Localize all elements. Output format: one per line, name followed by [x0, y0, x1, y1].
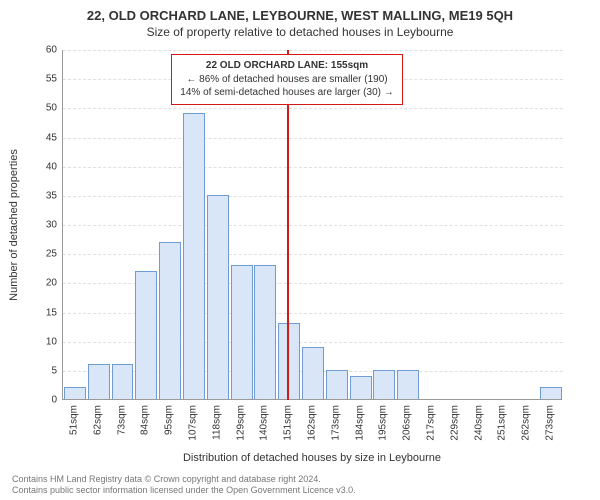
- histogram-bar: [254, 265, 276, 399]
- figure-container: 22, OLD ORCHARD LANE, LEYBOURNE, WEST MA…: [0, 0, 600, 500]
- x-tick-label: 84sqm: [140, 405, 151, 435]
- x-tick-label: 151sqm: [283, 405, 294, 441]
- histogram-bar: [350, 376, 372, 399]
- x-tick-label: 273sqm: [545, 405, 556, 441]
- annotation-line: ← 86% of detached houses are smaller (19…: [180, 73, 393, 87]
- histogram-bar: [64, 387, 86, 399]
- x-tick-label: 73sqm: [116, 405, 127, 435]
- histogram-bar: [183, 113, 205, 399]
- gridline: [63, 50, 563, 51]
- plot-region: 22 OLD ORCHARD LANE: 155sqm ← 86% of deta…: [62, 50, 562, 400]
- x-tick-label: 129sqm: [235, 405, 246, 441]
- y-tick-label: 20: [27, 278, 57, 289]
- x-tick-label: 62sqm: [92, 405, 103, 435]
- gridline: [63, 108, 563, 109]
- histogram-bar: [397, 370, 419, 399]
- y-tick-label: 45: [27, 132, 57, 143]
- x-tick-label: 51sqm: [68, 405, 79, 435]
- title-sub: Size of property relative to detached ho…: [0, 23, 600, 39]
- y-tick-label: 25: [27, 249, 57, 260]
- x-tick-label: 251sqm: [497, 405, 508, 441]
- histogram-bar: [135, 271, 157, 399]
- gridline: [63, 254, 563, 255]
- annotation-line-strong: 22 OLD ORCHARD LANE: 155sqm: [206, 60, 368, 71]
- histogram-bar: [112, 364, 134, 399]
- y-axis-label: Number of detached properties: [8, 50, 20, 400]
- x-tick-label: 184sqm: [354, 405, 365, 441]
- x-tick-label: 195sqm: [378, 405, 389, 441]
- y-tick-label: 40: [27, 161, 57, 172]
- chart-area: 22 OLD ORCHARD LANE: 155sqm ← 86% of deta…: [62, 50, 562, 400]
- y-tick-label: 30: [27, 220, 57, 231]
- gridline: [63, 138, 563, 139]
- title-main: 22, OLD ORCHARD LANE, LEYBOURNE, WEST MA…: [0, 0, 600, 23]
- histogram-bar: [540, 387, 562, 399]
- x-tick-label: 95sqm: [164, 405, 175, 435]
- x-tick-label: 240sqm: [473, 405, 484, 441]
- x-axis-label: Distribution of detached houses by size …: [62, 452, 562, 464]
- y-tick-label: 10: [27, 336, 57, 347]
- footer-line-1: Contains HM Land Registry data © Crown c…: [12, 474, 356, 485]
- x-tick-label: 107sqm: [187, 405, 198, 441]
- x-tick-label: 140sqm: [259, 405, 270, 441]
- x-tick-label: 206sqm: [402, 405, 413, 441]
- annotation-box: 22 OLD ORCHARD LANE: 155sqm ← 86% of deta…: [171, 54, 402, 105]
- histogram-bar: [159, 242, 181, 400]
- x-tick-label: 173sqm: [330, 405, 341, 441]
- x-tick-label: 217sqm: [426, 405, 437, 441]
- y-tick-label: 35: [27, 190, 57, 201]
- histogram-bar: [373, 370, 395, 399]
- footer-line-2: Contains public sector information licen…: [12, 485, 356, 496]
- x-tick-label: 229sqm: [449, 405, 460, 441]
- y-tick-label: 50: [27, 103, 57, 114]
- histogram-bar: [302, 347, 324, 400]
- histogram-bar: [207, 195, 229, 399]
- y-tick-label: 15: [27, 307, 57, 318]
- y-tick-label: 55: [27, 74, 57, 85]
- footer-attribution: Contains HM Land Registry data © Crown c…: [12, 474, 356, 496]
- x-tick-label: 162sqm: [307, 405, 318, 441]
- gridline: [63, 225, 563, 226]
- y-tick-label: 60: [27, 45, 57, 56]
- histogram-bar: [88, 364, 110, 399]
- x-tick-label: 262sqm: [521, 405, 532, 441]
- histogram-bar: [231, 265, 253, 399]
- y-tick-label: 5: [27, 365, 57, 376]
- gridline: [63, 167, 563, 168]
- y-tick-label: 0: [27, 395, 57, 406]
- annotation-line: 14% of semi-detached houses are larger (…: [180, 86, 393, 100]
- gridline: [63, 196, 563, 197]
- x-tick-label: 118sqm: [211, 405, 222, 440]
- histogram-bar: [326, 370, 348, 399]
- histogram-bar: [278, 323, 300, 399]
